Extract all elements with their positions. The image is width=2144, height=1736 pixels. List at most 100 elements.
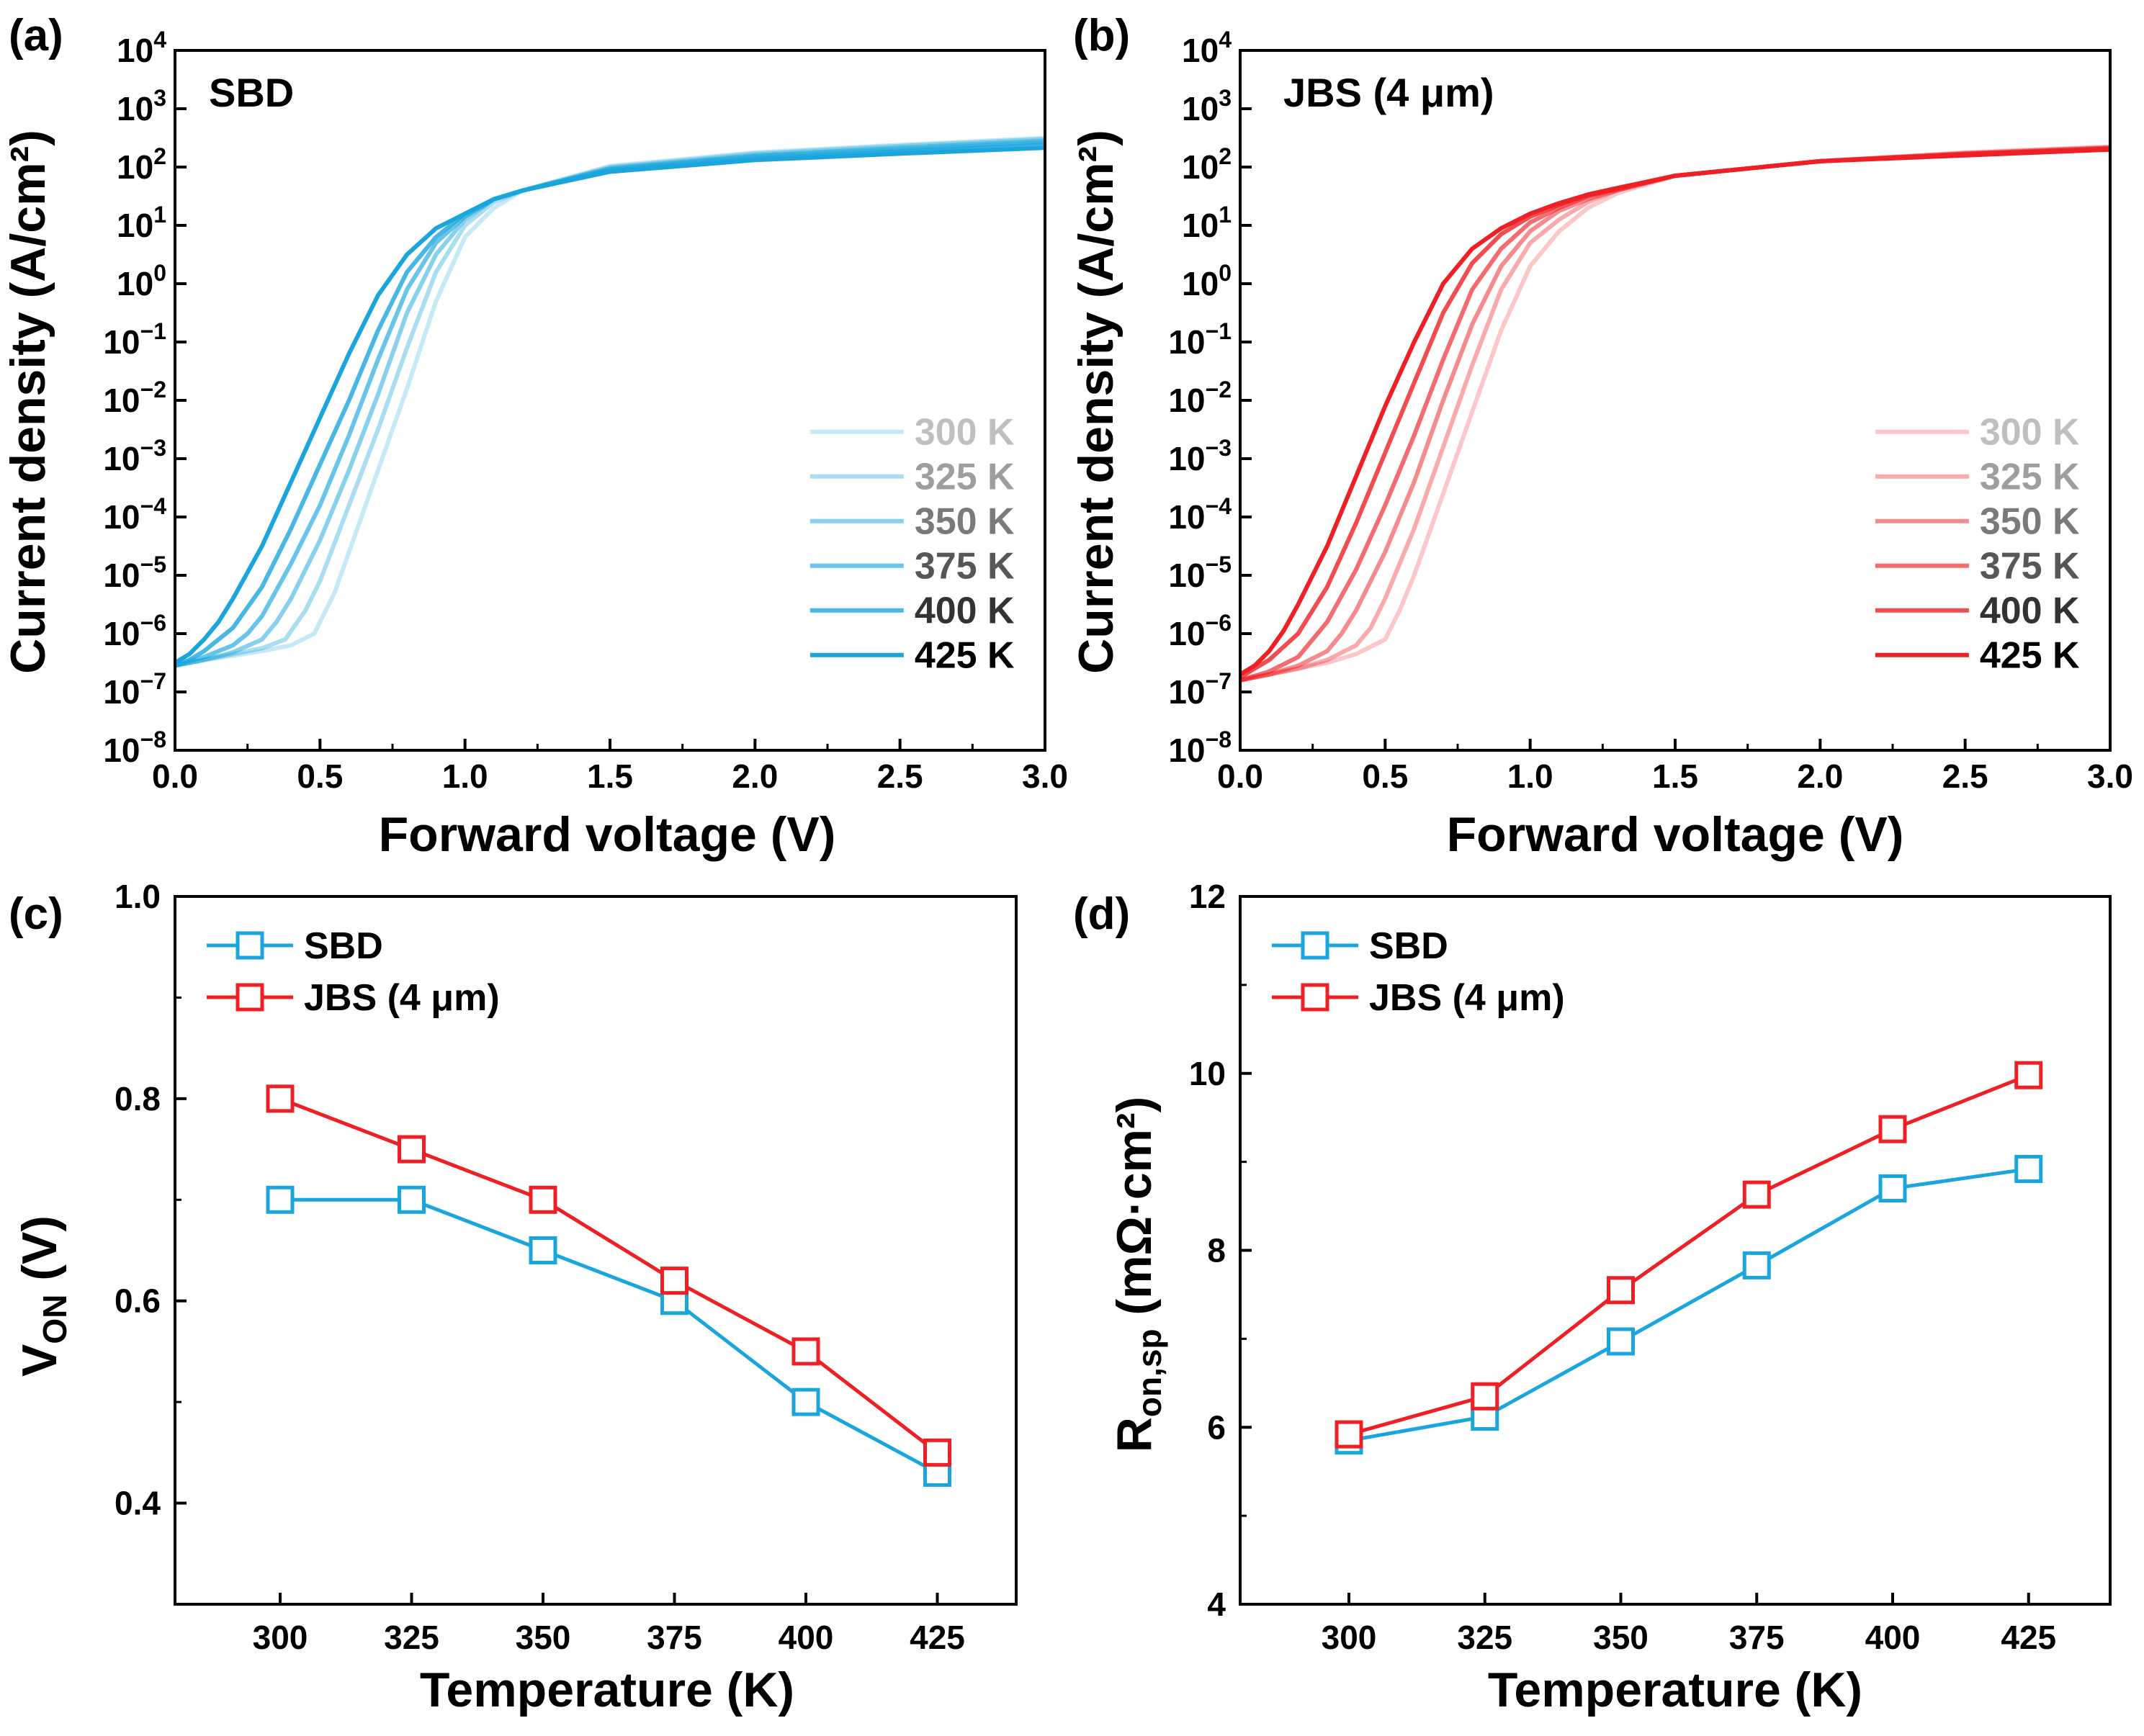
panel-a-y-tick-label: 100 (117, 260, 166, 302)
panel-d-legend-swatch-marker (1301, 983, 1329, 1012)
panel-a-x-tick-label: 1.5 (587, 757, 633, 795)
panel-d-x-tick-label: 425 (2001, 1619, 2056, 1656)
panel-b-annotation: JBS (4 μm) (1283, 70, 1494, 115)
panel-c-x-tick-label: 325 (384, 1619, 439, 1656)
panel-d-point-jbs (1471, 1382, 1499, 1411)
panel-a-y-tick-label: 102 (117, 143, 166, 186)
panel-a-y-tick-label: 104 (117, 27, 166, 69)
panel-b-y-tick-label: 10−6 (1168, 610, 1232, 652)
panel-c-x-axis-title: Temperature (K) (420, 1663, 794, 1717)
panel-a-x-tick-label: 2.0 (732, 757, 778, 795)
panel-b-plot-area: 0.0 0.5 1.0 1.5 2.0 2.5 3.0 10−8 10−7 10−6 10−5 10−… (1168, 27, 2133, 795)
panel-a-legend-label: 350 K (915, 501, 1015, 543)
panel-d-plot-area: 300 325 350 375 400 425 4 6 8 10 12 SBD JBS (4 μm) (1189, 878, 2112, 1656)
panel-d-legend-swatch-marker (1301, 931, 1329, 960)
panel-a-legend-label: 400 K (915, 590, 1015, 632)
panel-d-y-axis-main: R (1107, 1417, 1162, 1452)
panel-b-y-tick-label: 10−1 (1168, 318, 1232, 361)
panel-d-y-tick-label: 8 (1207, 1232, 1226, 1269)
panel-a-plot-area: 0.0 0.5 1.0 1.5 2.0 2.5 3.0 10−8 10−7 10−6 10−5 10−… (103, 27, 1068, 795)
panel-b-y-tick-label: 101 (1182, 202, 1232, 244)
panel-a-y-tick-label: 10−4 (103, 493, 166, 536)
panel-b-x-tick-label: 0.0 (1217, 757, 1263, 795)
panel-a-legend-label: 300 K (915, 412, 1015, 454)
panel-c-legend-swatch-marker (236, 931, 264, 960)
panel-b-y-tick-label: 102 (1182, 143, 1232, 186)
panel-c-point-jbs (791, 1337, 820, 1366)
panel-b-x-tick-label: 3.0 (2087, 757, 2133, 795)
panel-b-y-tick-label: 103 (1182, 85, 1232, 127)
panel-a-y-tick-label: 10−7 (103, 668, 166, 711)
panel-b-x-tick-label: 1.5 (1652, 757, 1698, 795)
panel-a-y-tick-label: 10−5 (103, 552, 166, 594)
panel-a-legend-label: 375 K (915, 546, 1015, 588)
panel-a-x-axis-title: Forward voltage (V) (379, 807, 836, 862)
panel-c-point-jbs (660, 1267, 688, 1295)
panel-b-legend-label: 400 K (1980, 590, 2080, 632)
panel-d-series-line-sbd (1348, 1167, 2029, 1443)
panel-d-point-sbd (2014, 1154, 2043, 1183)
panel-d-point-jbs (1335, 1420, 1363, 1449)
panel-a-series-300k (174, 135, 1046, 668)
panel-c-x-tick-label: 400 (779, 1619, 834, 1656)
panel-d-point-jbs (1742, 1180, 1771, 1209)
panel-b: (b) 0.0 0.5 1.0 1.5 2.0 2.5 3.0 10−8 10−7 10−6 10−… (1069, 11, 2133, 862)
panel-c-x-tick-label: 350 (516, 1619, 571, 1656)
panel-a-series-425k (174, 145, 1046, 665)
panel-a-x-tick-label: 3.0 (1022, 757, 1068, 795)
panel-a-annotation: SBD (209, 70, 294, 115)
panel-c-x-tick-label: 425 (910, 1619, 965, 1656)
panel-d-x-tick-label: 400 (1865, 1619, 1921, 1656)
panel-c-y-axis-unit: (V) (12, 1215, 67, 1295)
panel-a-y-tick-label: 10−8 (103, 727, 166, 769)
panel-b-legend-label: 325 K (1980, 457, 2080, 498)
panel-d-legend-label: JBS (4 μm) (1369, 977, 1565, 1019)
panel-a-y-tick-label: 10−1 (103, 318, 166, 361)
panel-b-x-tick-label: 2.0 (1797, 757, 1843, 795)
panel-b-y-tick-label: 100 (1182, 260, 1232, 302)
panel-c-point-jbs (266, 1084, 295, 1113)
panel-d-point-jbs (2014, 1061, 2043, 1089)
panel-d-point-sbd (1742, 1251, 1771, 1279)
panel-b-series-425k (1239, 147, 2111, 677)
panel-b-y-tick-label: 10−2 (1168, 377, 1232, 419)
panel-d-point-sbd (1607, 1327, 1635, 1356)
panel-c-legend-swatch-marker (236, 983, 264, 1012)
panel-d-point-sbd (1878, 1174, 1907, 1202)
panel-a-x-tick-label: 0.0 (152, 757, 198, 795)
panel-b-y-axis-title: Current density (A/cm²) (1069, 130, 1123, 674)
panel-a-label: (a) (9, 11, 63, 60)
panel-b-y-tick-label: 10−5 (1168, 552, 1232, 594)
panel-b-label: (b) (1073, 11, 1130, 60)
panel-b-y-tick-label: 104 (1182, 27, 1232, 69)
panel-c: (c) 300 325 350 375 400 425 0.4 0.6 0.8 1.0 SBD JBS… (9, 878, 1018, 1717)
panel-d-y-axis-sub: on,sp (1131, 1328, 1168, 1417)
panel-d-x-axis-title: Temperature (K) (1488, 1663, 1862, 1717)
panel-a-y-tick-label: 101 (117, 202, 166, 244)
panel-d-y-tick-label: 12 (1189, 878, 1226, 915)
panel-a-y-axis-title: Current density (A/cm²) (1, 130, 55, 674)
panel-b-legend-label: 300 K (1980, 412, 2080, 454)
panel-d-point-jbs (1878, 1115, 1907, 1143)
panel-b-y-tick-label: 10−7 (1168, 668, 1232, 711)
panel-c-y-axis-sub: ON (36, 1295, 73, 1344)
panel-c-label: (c) (9, 889, 63, 939)
panel-c-x-tick-label: 375 (647, 1619, 702, 1656)
panel-d-x-tick-label: 300 (1322, 1619, 1377, 1656)
panel-d-y-tick-label: 6 (1207, 1408, 1226, 1446)
panel-b-y-tick-label: 10−8 (1168, 727, 1232, 769)
panel-c-point-jbs (529, 1185, 557, 1214)
panel-d: (d) 300 325 350 375 400 425 4 6 8 10 12 SBD JBS (4 μ… (1073, 878, 2112, 1717)
panel-c-point-jbs (923, 1438, 951, 1467)
panel-b-x-tick-label: 2.5 (1942, 757, 1988, 795)
panel-c-y-axis-main: V (12, 1344, 67, 1377)
panel-a-x-tick-label: 2.5 (877, 757, 923, 795)
panel-d-label: (d) (1073, 889, 1130, 939)
panel-c-point-jbs (398, 1135, 426, 1164)
panel-c-point-sbd (266, 1185, 295, 1214)
panel-b-x-axis-title: Forward voltage (V) (1447, 807, 1904, 862)
panel-c-y-tick-label: 0.8 (115, 1080, 161, 1117)
panel-a-legend-label: 325 K (915, 457, 1015, 498)
panel-d-x-tick-label: 350 (1593, 1619, 1649, 1656)
